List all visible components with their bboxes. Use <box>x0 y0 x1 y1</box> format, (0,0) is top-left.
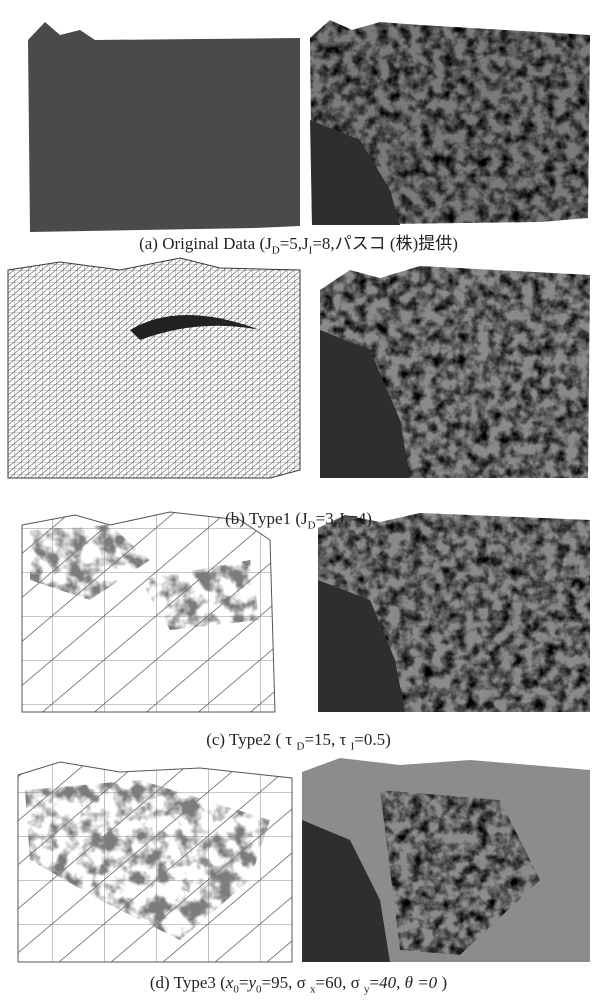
caption: (c) Type2 ( τ D=15, τ I=0.5) <box>0 730 597 752</box>
caption-text: (c) Type2 ( τ <box>206 730 296 749</box>
caption-text: D <box>308 519 316 531</box>
caption-text: (a) Original Data (J <box>139 234 272 253</box>
terrain-surface <box>28 22 300 232</box>
page: (a) Original Data (JD=5,JI=8,パスコ (株)提供) … <box>0 0 597 1000</box>
caption-text: = <box>370 973 380 992</box>
caption: (b) Type1 (JD=3,JI=4) <box>0 509 597 531</box>
caption-text: =5,J <box>280 234 309 253</box>
caption-text: (b) Type1 (J <box>225 509 308 528</box>
caption-text: =60, σ <box>316 973 365 992</box>
caption-text: =4) <box>348 509 372 528</box>
caption-text: =0.5) <box>354 730 391 749</box>
caption: (d) Type3 (x0=y0=95, σ x=60, σ y=40, θ =… <box>0 973 597 995</box>
caption-text: =95, σ <box>261 973 310 992</box>
caption-text: y <box>248 973 256 992</box>
caption-text: D <box>272 244 280 256</box>
caption-text: =3,J <box>316 509 345 528</box>
figure <box>0 0 597 1000</box>
caption-text: =15, τ <box>304 730 350 749</box>
caption-text: =8,パスコ (株)提供) <box>312 234 458 253</box>
caption: (a) Original Data (JD=5,JI=8,パスコ (株)提供) <box>0 229 597 256</box>
caption-text: = <box>239 973 249 992</box>
wireframe-lines <box>8 258 300 478</box>
caption-text: ) <box>437 973 447 992</box>
caption-text: (d) Type3 ( <box>150 973 226 992</box>
caption-text: 40, θ =0 <box>379 973 437 992</box>
